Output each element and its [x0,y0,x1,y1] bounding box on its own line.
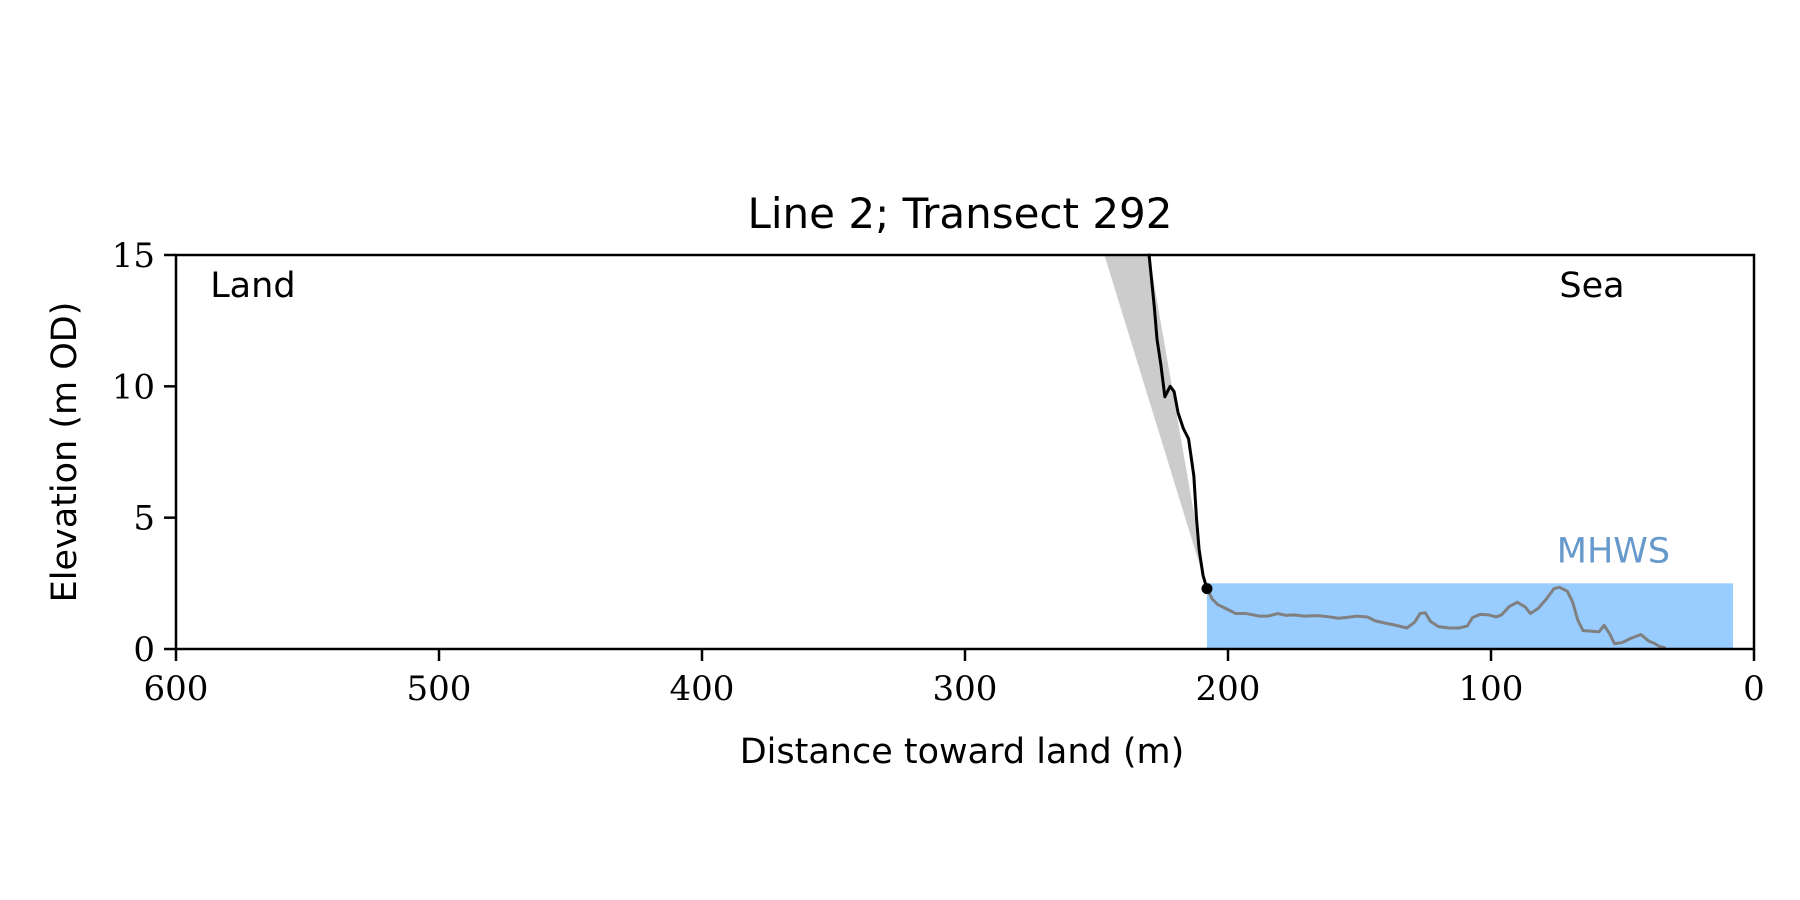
y-axis-label: Elevation (m OD) [45,302,85,603]
x-tick-label: 0 [1743,669,1765,709]
x-tick-label: 200 [1196,669,1261,709]
x-axis: 600 500 400 300 200 100 0 [144,649,1765,709]
cliff-toe-marker [1201,583,1213,595]
annotation-layer: Land Sea MHWS [210,266,1670,571]
foreshore-profile-line [1205,585,1667,650]
series-layer [1147,253,1667,650]
annotation-land: Land [210,266,295,306]
annotation-mhws: MHWS [1557,531,1670,571]
plot-area: Land Sea MHWS [210,253,1733,650]
y-tick-label: 10 [112,367,155,407]
x-tick-label: 100 [1459,669,1524,709]
x-axis-label: Distance toward land (m) [740,732,1185,772]
y-tick-label: 5 [133,499,155,539]
y-tick-label: 0 [133,630,155,670]
y-tick-label: 15 [112,236,155,276]
x-tick-label: 400 [670,669,735,709]
chart-title: Line 2; Transect 292 [747,189,1172,238]
x-tick-label: 600 [144,669,209,709]
x-tick-label: 500 [407,669,472,709]
cliff-envelope-shape [1104,255,1207,589]
marker-layer [1201,583,1213,595]
cliff-envelope-layer [1104,255,1207,589]
y-axis: 0 5 10 15 [112,236,176,670]
x-tick-label: 300 [933,669,998,709]
cliff-profile-line [1147,253,1209,591]
annotation-sea: Sea [1559,266,1624,306]
